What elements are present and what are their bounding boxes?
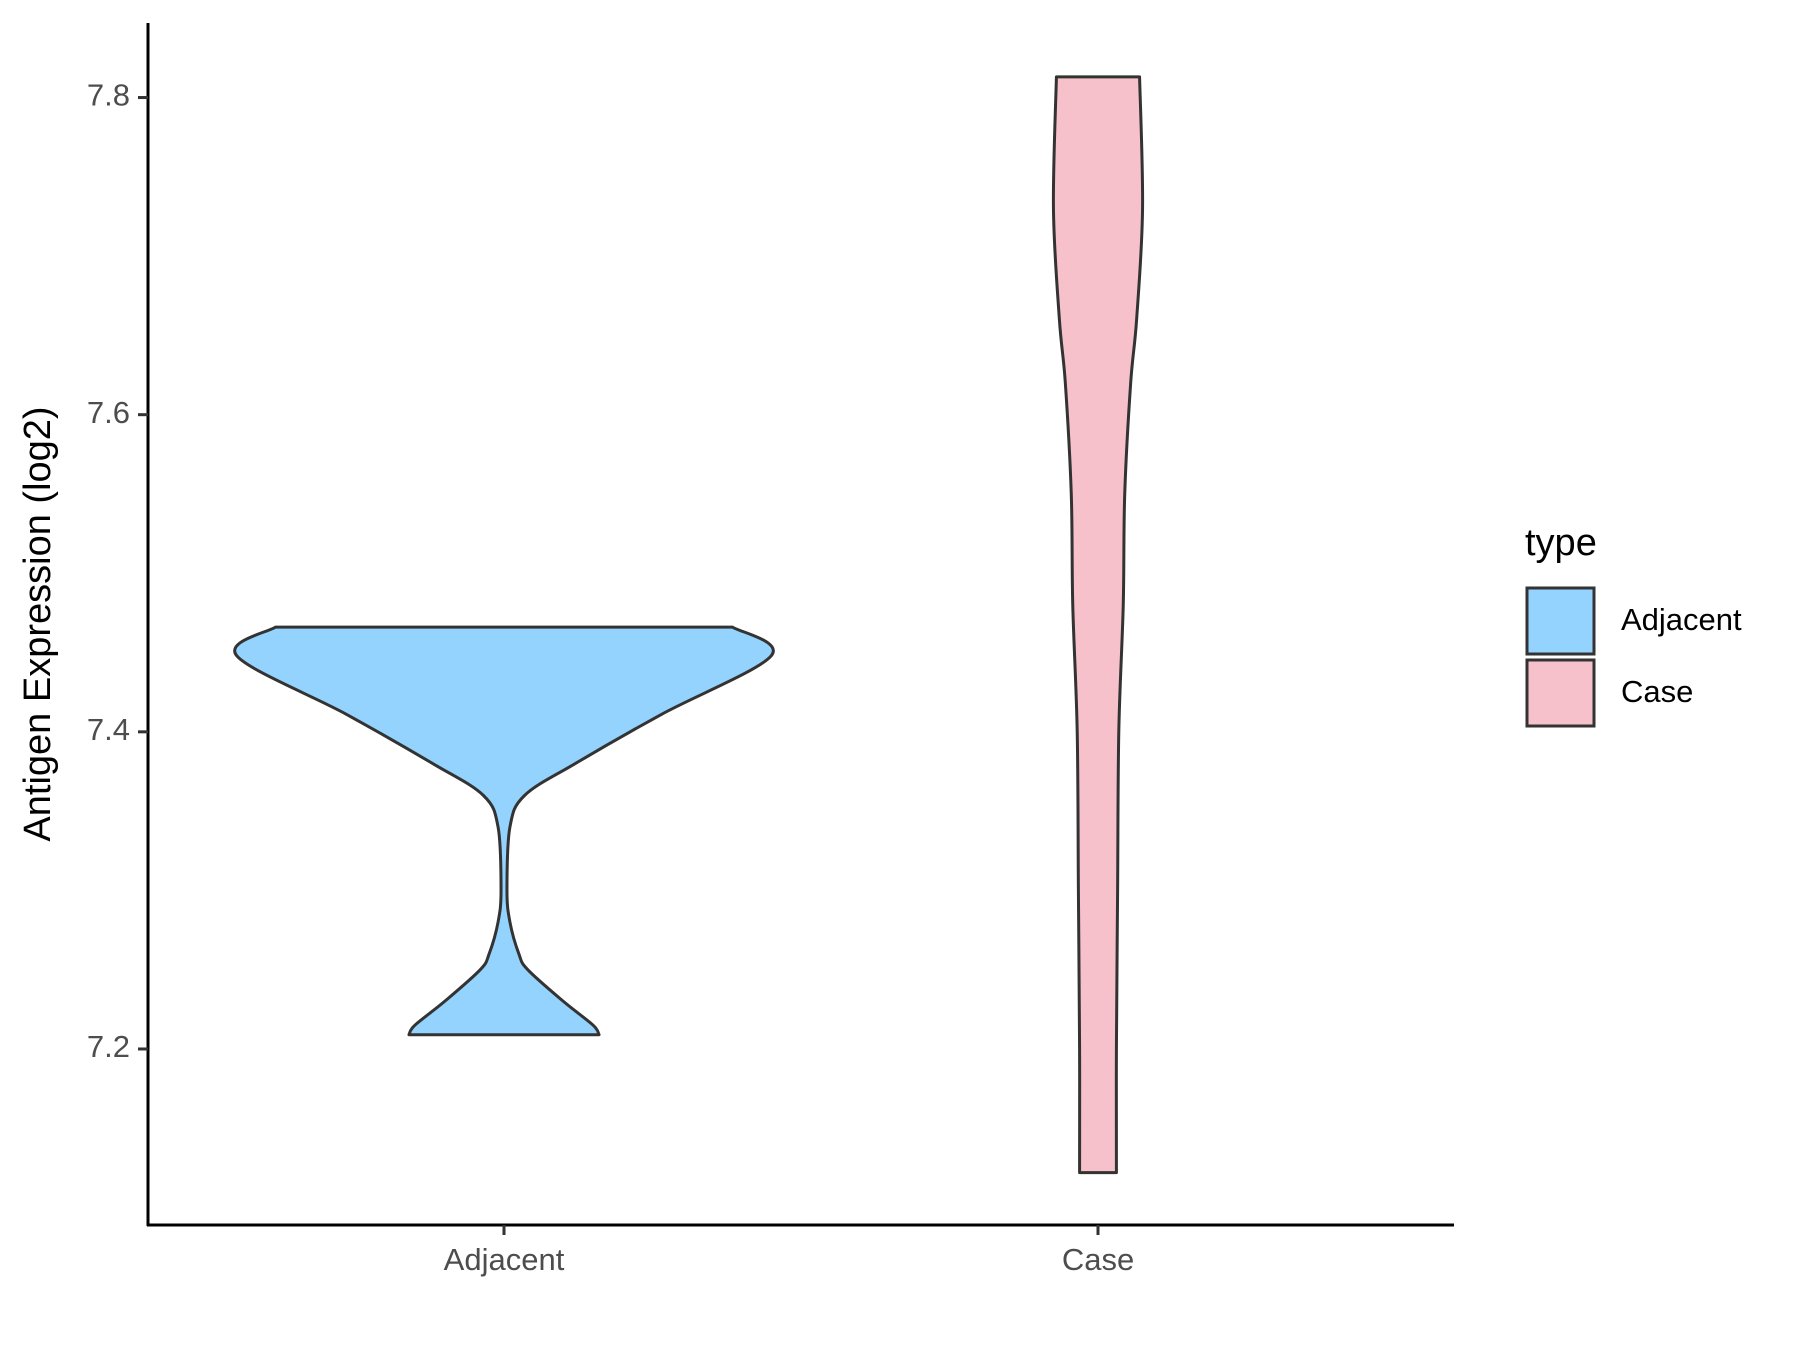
y-axis-title: Antigen Expression (log2) [17, 406, 59, 841]
y-tick-label: 7.6 [87, 395, 130, 430]
y-tick-label: 7.2 [87, 1029, 130, 1064]
legend-key [1525, 586, 1596, 656]
y-tick-label: 7.4 [87, 712, 130, 747]
legend-label: Adjacent [1621, 602, 1742, 637]
y-tick-label: 7.8 [87, 78, 130, 113]
legend-title: type [1525, 522, 1597, 564]
x-tick-label: Case [1062, 1242, 1134, 1277]
violin [1051, 75, 1145, 1175]
legend-key [1525, 658, 1596, 728]
legend-label: Case [1621, 674, 1693, 709]
x-tick-label: Adjacent [444, 1242, 565, 1277]
violin [233, 625, 775, 1037]
